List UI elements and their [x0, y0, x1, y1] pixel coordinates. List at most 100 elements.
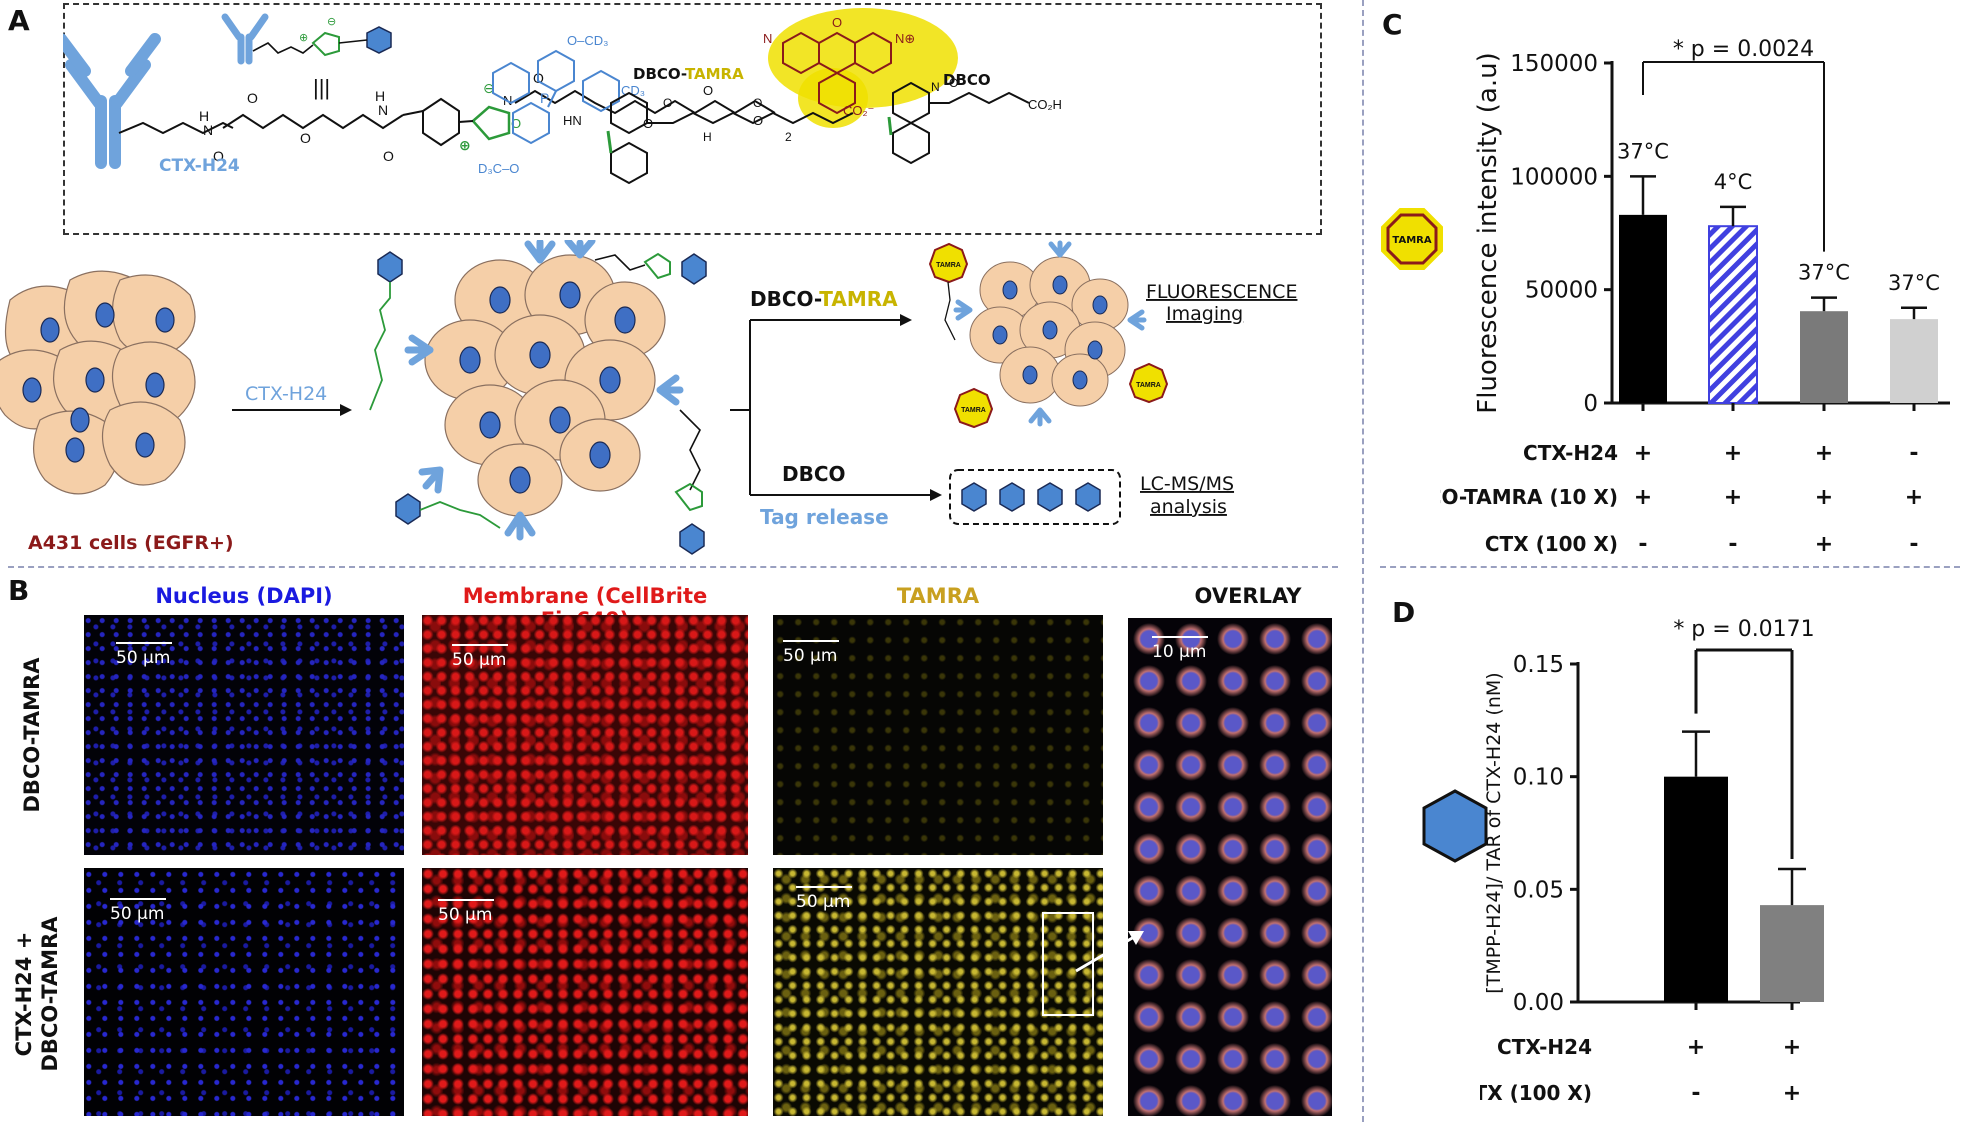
row-label-2-text: CTX-H24 + DBCO-TAMRA: [11, 869, 63, 1119]
chart-d: 0.00 0.05 0.10 0.15 [TMPP-H24]/ TAR of CTX-H…: [1480, 617, 1824, 1106]
image-dapi-row2: [84, 868, 404, 1116]
nh-atom: H: [199, 108, 209, 124]
bar: [1619, 214, 1667, 403]
scale-bar-membrane-r1: 50 µm: [452, 644, 508, 670]
zoom-arrow: [1075, 931, 1144, 973]
bar: [1760, 905, 1824, 1002]
antibody-icon: [63, 33, 161, 169]
svg-text:D₃C–O: D₃C–O: [478, 161, 519, 176]
condition-mark: +: [1905, 485, 1923, 510]
condition-mark: +: [1815, 441, 1833, 466]
scale-bar-dapi-r1: 50 µm: [116, 642, 172, 668]
svg-text:O: O: [832, 15, 842, 30]
svg-text:P: P: [540, 90, 549, 106]
chemistry-structures: H N O O O H N O ⊕ ⊖ O N ||| O HN O O O ⊕…: [63, 8, 1062, 185]
svg-text:CO₂H: CO₂H: [1028, 97, 1062, 112]
svg-text:H: H: [703, 130, 712, 144]
y-tick-label: 50000: [1525, 278, 1598, 304]
tamra-badge-large-icon: TAMRA: [1381, 208, 1443, 270]
condition-mark: -: [1638, 532, 1647, 557]
svg-text:⊖: ⊖: [327, 16, 336, 28]
svg-text:|||: |||: [313, 75, 330, 100]
svg-text:CTX-H24: CTX-H24: [159, 156, 240, 176]
column-title-dapi: Nucleus (DAPI): [155, 584, 333, 608]
y-tick-label: 100000: [1510, 164, 1598, 190]
svg-text:N: N: [763, 31, 772, 46]
condition-name: CTX-H24: [1523, 441, 1618, 465]
a431-cell-cluster: [0, 270, 196, 495]
image-dapi-row1: [84, 615, 404, 855]
condition-mark: +: [1634, 485, 1652, 510]
y-tick-label: 0.15: [1513, 652, 1564, 678]
y-tick-label: 0.10: [1513, 765, 1564, 791]
bar-label: 37°C: [1798, 261, 1850, 285]
column-title-overlay: OVERLAY: [1194, 584, 1302, 608]
separator-vertical: [1362, 0, 1364, 1122]
condition-name: CTX (100 X): [1480, 1081, 1592, 1105]
column-title-membrane: Membrane (CellBrite Fix640): [420, 584, 750, 632]
image-tamra-row1: [773, 615, 1103, 855]
bar-label: 4°C: [1714, 170, 1753, 194]
row-label-dbco-tamra: DBCO-TAMRA: [10, 615, 54, 855]
condition-mark: +: [1687, 1035, 1705, 1060]
image-membrane-row2: [422, 868, 748, 1116]
cells-caption: A431 cells (EGFR+): [28, 532, 234, 554]
bar: [1800, 311, 1848, 403]
panel-letter-d: D: [1392, 596, 1416, 629]
scale-bar-overlay: 10 µm: [1152, 636, 1208, 662]
labeled-cell-cluster: [369, 240, 707, 555]
condition-mark: +: [1724, 485, 1742, 510]
svg-text:analysis: analysis: [1150, 496, 1227, 518]
bar: [1664, 776, 1728, 1002]
membrane-title-a: Membrane: [462, 584, 596, 608]
bar-label: 37°C: [1617, 139, 1669, 163]
row-label-1-text: DBCO-TAMRA: [20, 657, 44, 813]
condition-mark: -: [1909, 532, 1918, 557]
chemistry-structures-box: [63, 3, 1322, 235]
workflow-diagram: CTX-H24: [0, 240, 1297, 555]
tag-hexagon-icon: [1422, 789, 1488, 863]
y-axis-label: [TMPP-H24]/ TAR of CTX-H24 (nM): [1483, 672, 1505, 993]
svg-text:⊖: ⊖: [483, 80, 495, 96]
separator-a-b: [8, 566, 1338, 568]
row-label-2-line1: CTX-H24 +: [12, 931, 36, 1057]
svg-text:Imaging: Imaging: [1166, 303, 1243, 325]
svg-text:⊕: ⊕: [459, 137, 471, 153]
scale-bar-membrane-r2: 50 µm: [438, 899, 494, 925]
svg-text:O: O: [663, 96, 672, 110]
svg-text:O: O: [949, 76, 958, 90]
svg-text:O: O: [247, 90, 258, 106]
svg-text:O: O: [383, 148, 394, 164]
y-tick-label: 0: [1583, 391, 1598, 417]
condition-mark: -: [1909, 441, 1918, 466]
significance-label: * p = 0.0024: [1673, 37, 1814, 62]
released-tag-icons: [961, 482, 1101, 512]
svg-text:LC-MS/MS: LC-MS/MS: [1140, 473, 1234, 495]
svg-text:H: H: [375, 88, 385, 104]
bar: [1708, 225, 1758, 404]
y-tick-label: 0.00: [1513, 990, 1564, 1016]
linker-chain: [118, 121, 234, 135]
separator-c-d: [1380, 566, 1960, 568]
svg-text:N: N: [378, 102, 388, 118]
zoom-region-box: [1042, 912, 1094, 1016]
column-title-tamra: TAMRA: [896, 584, 980, 608]
svg-text:N⊕: N⊕: [895, 31, 915, 46]
svg-text:⊕: ⊕: [299, 32, 308, 44]
condition-mark: +: [1815, 485, 1833, 510]
chart-c: 0 50000 100000 150000 Fluorescence intensity…: [1440, 37, 1950, 557]
svg-text:DBCO-TAMRA: DBCO-TAMRA: [750, 287, 898, 311]
y-axis-label: Fluorescence intensity (a.u): [1473, 52, 1503, 414]
svg-text:DBCO: DBCO: [943, 71, 991, 89]
svg-text:O: O: [703, 83, 713, 98]
svg-text:TAMRA: TAMRA: [936, 262, 961, 269]
svg-text:DBCO: DBCO: [782, 462, 846, 486]
svg-text:DBCO-TAMRA: DBCO-TAMRA: [633, 65, 744, 83]
panel-letter-c: C: [1382, 8, 1403, 41]
condition-name: CTX-H24: [1497, 1035, 1592, 1059]
panel-letter-a: A: [8, 4, 30, 37]
tamra-badge-icon: TAMRA: [928, 242, 969, 284]
condition-mark: +: [1634, 441, 1652, 466]
bar-label: 37°C: [1888, 271, 1940, 295]
svg-text:TAMRA: TAMRA: [961, 407, 986, 414]
